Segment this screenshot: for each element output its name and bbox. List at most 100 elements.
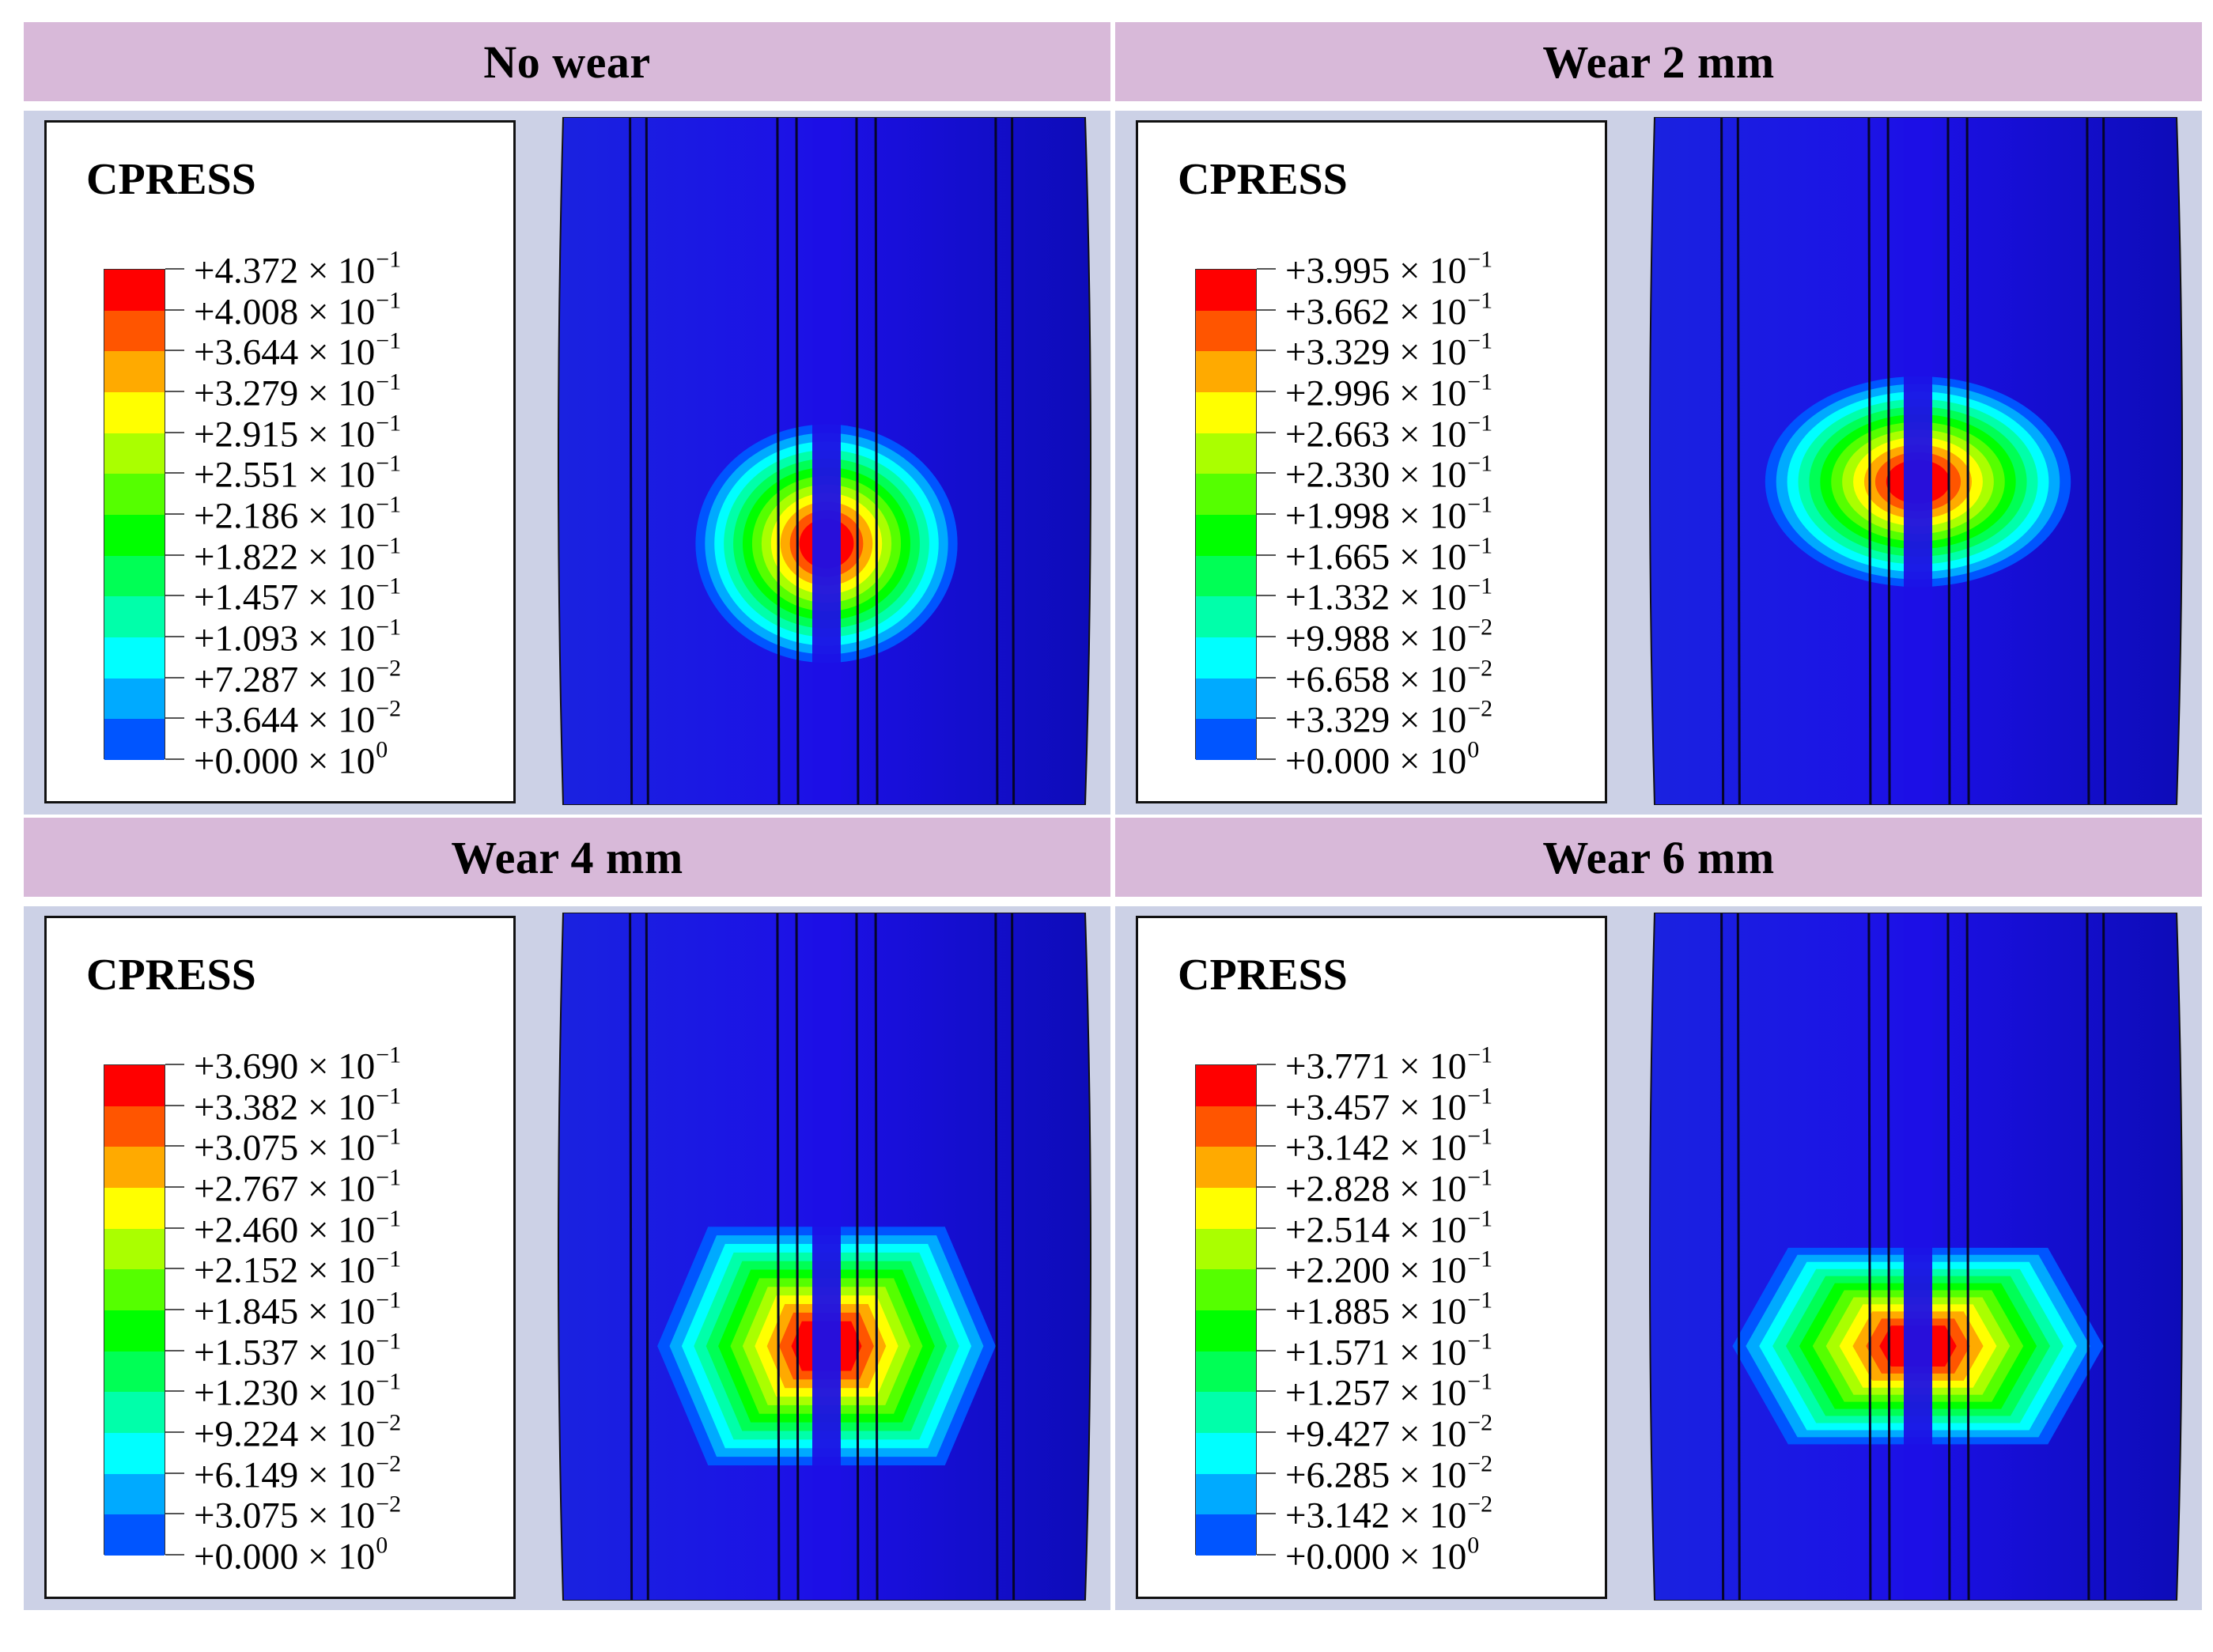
legend-tick — [165, 1431, 184, 1433]
legend-value: +2.200 × 10 — [1285, 1249, 1467, 1291]
panel-body: CPRESS +3.771 × 10−1 +3.457 × 10−1 +3.142 ×… — [1115, 906, 2202, 1610]
legend-tick — [1257, 472, 1276, 474]
groove-line — [1946, 117, 1951, 805]
legend-value: +3.382 × 10 — [194, 1087, 376, 1128]
legend-label: +1.257 × 10−1 — [1285, 1370, 1492, 1412]
legend-exponent: −1 — [376, 1368, 402, 1395]
legend-exponent: −1 — [376, 614, 402, 641]
panel-2: Wear 4 mm CPRESS +3.690 × 10−1 +3.382 × 10−… — [24, 818, 1110, 1616]
legend-tick — [1257, 1554, 1276, 1556]
legend-value: +1.537 × 10 — [194, 1332, 376, 1374]
colorbar-band — [1196, 1473, 1256, 1515]
legend-tick — [1257, 554, 1276, 556]
legend-exponent: −1 — [1467, 287, 1493, 314]
legend-label: +1.230 × 10−1 — [194, 1370, 401, 1412]
legend-tick — [165, 1227, 184, 1229]
legend-tick — [1257, 1431, 1276, 1433]
legend-exponent: −1 — [1467, 369, 1493, 395]
contact-pressure-contour — [558, 117, 1091, 805]
legend-value: +1.093 × 10 — [194, 618, 376, 660]
legend-value: +6.285 × 10 — [1285, 1454, 1467, 1496]
legend-exponent: 0 — [376, 1532, 388, 1559]
legend-tick — [1257, 1349, 1276, 1351]
legend-label: +3.075 × 10−1 — [194, 1125, 401, 1167]
legend-value: +1.332 × 10 — [1285, 576, 1467, 618]
legend-value: +9.427 × 10 — [1285, 1413, 1467, 1455]
colorbar-band — [104, 310, 165, 352]
legend-label: +3.142 × 10−1 — [1285, 1125, 1492, 1167]
legend-exponent: −1 — [1467, 1041, 1493, 1068]
legend-exponent: −1 — [1467, 1328, 1493, 1355]
groove-line — [1886, 913, 1891, 1601]
legend-value: +3.644 × 10 — [194, 331, 376, 373]
legend-label: +4.372 × 10−1 — [194, 248, 401, 290]
groove-line — [874, 913, 879, 1601]
colorbar-band — [104, 433, 165, 474]
colorbar-band — [104, 474, 165, 516]
groove-line — [1965, 117, 1970, 805]
colorbar-band — [1196, 1514, 1256, 1556]
legend-exponent: −1 — [1467, 246, 1493, 273]
legend-value: +3.279 × 10 — [194, 372, 376, 414]
legend-exponent: −1 — [1467, 450, 1493, 477]
center-groove — [1904, 913, 1932, 1601]
colorbar-band — [1196, 1269, 1256, 1311]
legend-exponent: −1 — [376, 1205, 402, 1232]
contact-patch — [1765, 376, 2071, 588]
legend-tick — [1257, 1309, 1276, 1310]
legend-label: +1.665 × 10−1 — [1285, 534, 1492, 576]
legend-exponent: −2 — [1467, 614, 1493, 641]
legend-exponent: −1 — [1467, 532, 1493, 559]
colorbar-band — [104, 1065, 165, 1107]
legend-tick — [165, 431, 184, 433]
groove-line — [776, 913, 781, 1601]
colorbar-band — [1196, 515, 1256, 557]
legend-tick — [165, 717, 184, 720]
legend-value: +0.000 × 10 — [1285, 1536, 1467, 1578]
legend-value: +9.988 × 10 — [1285, 618, 1467, 660]
legend-value: +1.457 × 10 — [194, 576, 376, 618]
legend-label: +0.000 × 100 — [1285, 1533, 1479, 1578]
colorbar-band — [1196, 310, 1256, 352]
legend-tick — [1257, 350, 1276, 352]
colorbar-band — [1196, 270, 1256, 312]
legend-exponent: −1 — [1467, 1368, 1493, 1395]
legend-label: +1.332 × 10−1 — [1285, 574, 1492, 618]
legend-value: +2.460 × 10 — [194, 1209, 376, 1251]
panel-0: No wear CPRESS +4.372 × 10−1 +4.008 × 10−1 +… — [24, 22, 1110, 821]
legend-value: +3.995 × 10 — [1285, 250, 1467, 292]
legend-exponent: 0 — [376, 736, 388, 763]
groove-line — [1011, 913, 1016, 1601]
legend-tick — [1257, 431, 1276, 433]
legend-label: +3.644 × 10−2 — [194, 697, 401, 739]
legend-tick — [1257, 391, 1276, 392]
panel-body: CPRESS +3.995 × 10−1 +3.662 × 10−1 +3.329 ×… — [1115, 111, 2202, 815]
legend-label: +6.285 × 10−2 — [1285, 1452, 1492, 1494]
legend-exponent: −2 — [376, 1491, 402, 1518]
legend-value: +2.152 × 10 — [194, 1249, 376, 1291]
legend-label: +4.008 × 10−1 — [194, 289, 401, 331]
colorbar-band — [1196, 1147, 1256, 1189]
legend-exponent: −1 — [376, 1287, 402, 1314]
legend-exponent: −1 — [376, 1041, 402, 1068]
legend-tick — [165, 1554, 184, 1556]
legend-value: +2.514 × 10 — [1285, 1209, 1467, 1251]
legend-label: +3.690 × 10−1 — [194, 1041, 402, 1086]
legend-value: +3.142 × 10 — [1285, 1495, 1467, 1537]
legend-label: +3.662 × 10−1 — [1285, 289, 1492, 331]
legend-value: +6.658 × 10 — [1285, 659, 1467, 701]
legend-tick — [165, 758, 184, 760]
legend-tick — [1257, 1064, 1276, 1065]
legend-label: +1.093 × 10−1 — [194, 614, 402, 660]
groove-line — [1886, 117, 1891, 805]
groove-line — [1720, 117, 1725, 805]
legend-exponent: −1 — [376, 532, 402, 559]
groove-line — [1965, 913, 1970, 1601]
tire-outline — [558, 117, 1091, 805]
groove-line — [1736, 913, 1741, 1601]
colorbar-band — [1196, 1351, 1256, 1393]
legend-tick — [165, 1064, 184, 1065]
colorbar-band — [104, 1473, 165, 1515]
groove-line — [994, 117, 999, 805]
legend-exponent: −2 — [376, 1409, 402, 1436]
